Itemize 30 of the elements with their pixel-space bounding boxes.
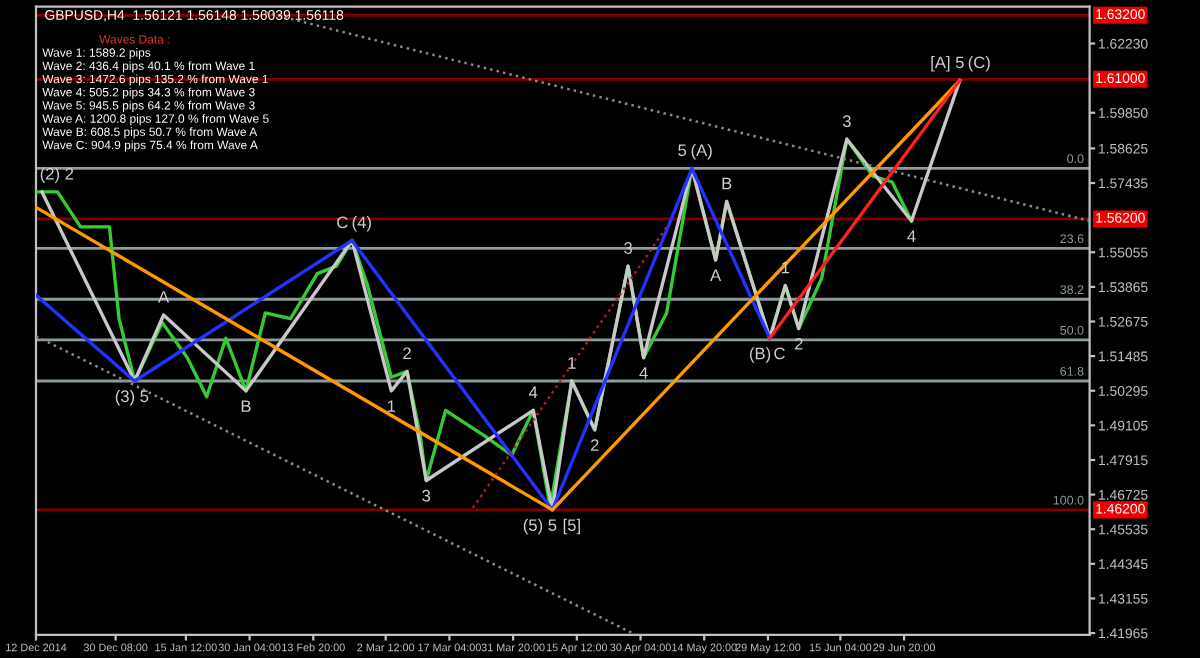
annotation: (B) <box>749 347 771 363</box>
annotation: 4 <box>907 230 916 242</box>
annotation: 4 <box>639 367 648 379</box>
annotation: (A) <box>691 143 712 160</box>
annotation: C <box>337 216 348 229</box>
annotation: 3 <box>842 115 851 128</box>
annotation: A <box>710 269 722 281</box>
annotation: 1 <box>568 357 576 369</box>
annotation: (5) <box>523 518 543 535</box>
annotation: 4 <box>528 386 538 399</box>
annotation: 5 <box>955 56 964 69</box>
annotation: B <box>241 400 251 412</box>
line-series <box>36 166 772 512</box>
annotation: (2) <box>40 167 60 183</box>
annotation: 2 <box>794 337 803 350</box>
annotation: (4) <box>352 216 371 232</box>
annotation: 3 <box>422 489 431 502</box>
annotation: [A] <box>931 56 950 72</box>
annotation: (C) <box>968 56 990 72</box>
annotation: [5] <box>563 518 580 535</box>
annotation: 2 <box>65 167 74 180</box>
annotation: (3) <box>115 389 135 406</box>
annotation: 5 <box>548 519 557 532</box>
annotation: C <box>774 347 785 360</box>
annotation: 5 <box>678 144 687 157</box>
annotation: B <box>722 177 732 190</box>
annotation: 1 <box>387 400 396 412</box>
annotation: 2 <box>403 347 411 360</box>
annotation: 2 <box>590 439 599 451</box>
annotation: 5 <box>140 390 149 403</box>
